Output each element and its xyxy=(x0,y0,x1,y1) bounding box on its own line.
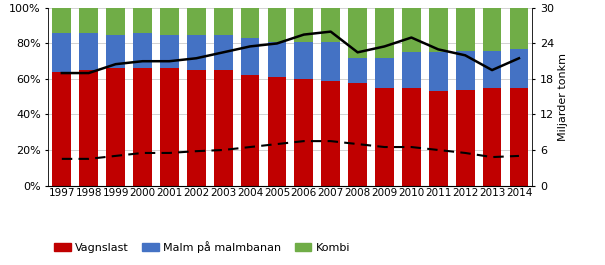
Bar xyxy=(456,8,474,51)
Bar xyxy=(402,52,421,88)
Bar xyxy=(187,8,206,34)
Bar xyxy=(429,52,448,91)
Bar xyxy=(509,88,528,186)
Bar xyxy=(483,88,502,186)
Bar xyxy=(160,68,179,186)
Bar xyxy=(187,34,206,70)
Bar xyxy=(295,79,313,186)
Bar xyxy=(402,88,421,186)
Bar xyxy=(160,8,179,34)
Bar xyxy=(375,58,394,88)
Bar xyxy=(295,42,313,79)
Bar xyxy=(456,90,474,186)
Bar xyxy=(133,8,152,33)
Bar xyxy=(160,34,179,68)
Bar xyxy=(267,8,286,42)
Bar xyxy=(79,70,98,186)
Bar xyxy=(53,33,71,72)
Bar xyxy=(267,42,286,77)
Bar xyxy=(53,8,71,33)
Bar xyxy=(106,8,125,34)
Bar xyxy=(429,8,448,52)
Bar xyxy=(106,34,125,68)
Bar xyxy=(241,8,260,38)
Bar xyxy=(241,38,260,76)
Bar xyxy=(214,70,232,186)
Bar xyxy=(241,76,260,186)
Bar xyxy=(79,33,98,70)
Bar xyxy=(509,49,528,88)
Bar xyxy=(267,77,286,186)
Bar xyxy=(53,72,71,186)
Bar xyxy=(214,34,232,70)
Bar xyxy=(456,51,474,90)
Bar xyxy=(348,82,367,186)
Bar xyxy=(375,8,394,58)
Bar xyxy=(133,33,152,68)
Bar xyxy=(214,8,232,34)
Bar xyxy=(133,68,152,186)
Bar xyxy=(187,70,206,186)
Bar xyxy=(348,58,367,82)
Bar xyxy=(79,8,98,33)
Bar xyxy=(321,81,340,186)
Bar xyxy=(509,8,528,49)
Bar xyxy=(106,68,125,186)
Bar xyxy=(375,88,394,186)
Bar xyxy=(321,8,340,42)
Bar xyxy=(483,8,502,51)
Y-axis label: Miljarder tonkm: Miljarder tonkm xyxy=(558,53,569,141)
Bar xyxy=(295,8,313,42)
Bar xyxy=(321,42,340,81)
Bar xyxy=(483,51,502,88)
Bar xyxy=(429,91,448,186)
Bar xyxy=(402,8,421,52)
Bar xyxy=(348,8,367,58)
